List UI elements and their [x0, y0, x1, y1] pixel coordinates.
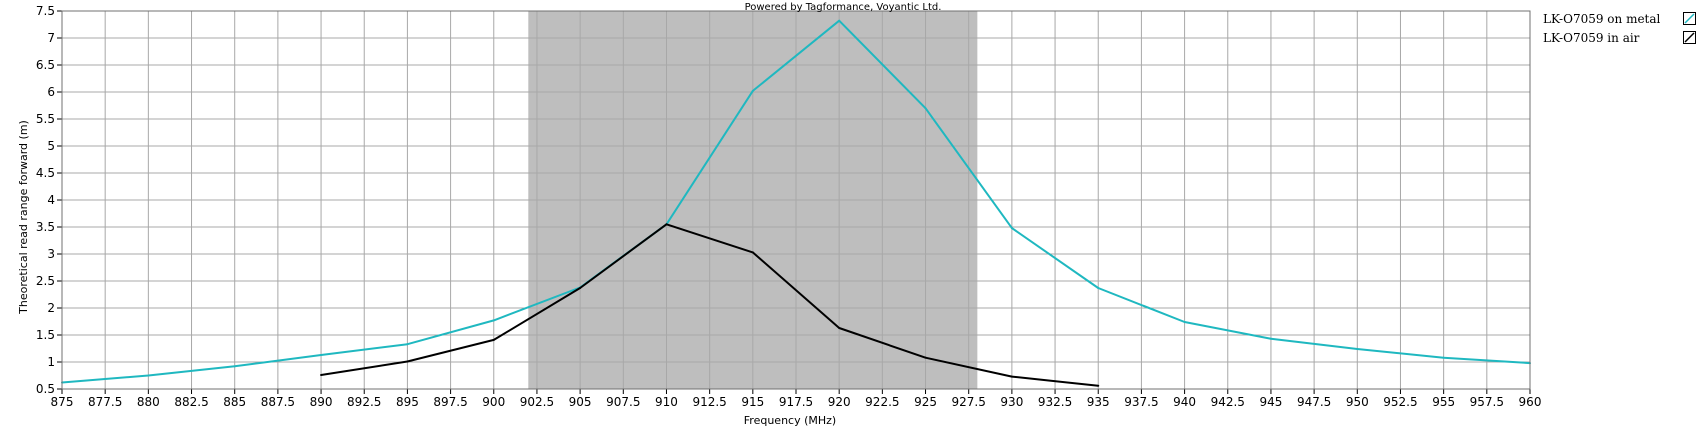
data-point [492, 338, 495, 341]
data-point [1356, 348, 1359, 351]
data-point [406, 343, 409, 346]
y-tick-label: 6 [47, 85, 55, 99]
y-tick-label: 6.5 [36, 58, 55, 72]
x-tick-label: 907.5 [606, 395, 640, 409]
data-point [924, 107, 927, 110]
x-tick-label: 892.5 [347, 395, 381, 409]
data-point [406, 360, 409, 363]
x-tick-label: 932.5 [1038, 395, 1072, 409]
y-tick-label: 1.5 [36, 328, 55, 342]
legend-label: LK-O7059 on metal [1543, 12, 1661, 26]
y-tick-label: 4.5 [36, 166, 55, 180]
data-point [1183, 321, 1186, 324]
plot-frame [61, 10, 1531, 390]
x-tick-label: 930 [1000, 395, 1023, 409]
data-point [924, 356, 927, 359]
x-tick-label: 955 [1432, 395, 1455, 409]
x-tick-label: 905 [569, 395, 592, 409]
x-tick-label: 957.5 [1470, 395, 1504, 409]
x-tick-label: 945 [1259, 395, 1282, 409]
y-tick-label: 4 [47, 193, 55, 207]
x-tick-label: 952.5 [1383, 395, 1417, 409]
chart-credit: Powered by Tagformance, Voyantic Ltd. [745, 2, 942, 13]
y-tick-label: 0.5 [36, 382, 55, 396]
x-tick-label: 910 [655, 395, 678, 409]
legend-item-in-air[interactable]: LK-O7059 in air [1543, 30, 1696, 49]
legend-item-on-metal[interactable]: LK-O7059 on metal [1543, 11, 1696, 30]
x-tick-label: 895 [396, 395, 419, 409]
y-tick-label: 1 [47, 355, 55, 369]
x-axis-label: Frequency (MHz) [744, 414, 836, 427]
data-point [1097, 287, 1100, 290]
x-tick-label: 925 [914, 395, 937, 409]
y-tick-label: 5.5 [36, 112, 55, 126]
legend-line-icon [1684, 13, 1695, 24]
x-tick-label: 950 [1346, 395, 1369, 409]
series-line-0 [61, 19, 1531, 384]
y-axis-label: Theoretical read range forward (m) [17, 120, 30, 315]
x-tick-label: 900 [482, 395, 505, 409]
x-tick-label: 890 [310, 395, 333, 409]
grid-layer [61, 10, 1531, 390]
data-point [751, 251, 754, 254]
x-tick-label: 887.5 [261, 395, 295, 409]
y-tick-label: 7 [47, 31, 55, 45]
x-tick-label: 902.5 [520, 395, 554, 409]
x-tick-label: 920 [828, 395, 851, 409]
y-tick-label: 2 [47, 301, 55, 315]
data-point [1010, 227, 1013, 230]
data-point [1097, 384, 1100, 387]
data-point [838, 326, 841, 329]
y-tick-label: 5 [47, 139, 55, 153]
data-point [751, 89, 754, 92]
x-tick-label: 947.5 [1297, 395, 1331, 409]
x-tick-label: 912.5 [692, 395, 726, 409]
legend-label: LK-O7059 in air [1543, 31, 1640, 45]
x-tick-label: 915 [741, 395, 764, 409]
x-tick-label: 937.5 [1124, 395, 1158, 409]
x-tick-label: 940 [1173, 395, 1196, 409]
legend-swatch-on-metal[interactable] [1683, 12, 1696, 25]
data-point [320, 373, 323, 376]
y-tick-label: 3 [47, 247, 55, 261]
x-tick-label: 882.5 [174, 395, 208, 409]
data-point [147, 374, 150, 377]
series-line-1 [320, 223, 1099, 387]
x-tick-label: 897.5 [433, 395, 467, 409]
data-point [492, 319, 495, 322]
y-tick-label: 3.5 [36, 220, 55, 234]
x-tick-label: 875 [51, 395, 74, 409]
data-point [1010, 375, 1013, 378]
x-tick-label: 885 [223, 395, 246, 409]
y-tick-label: 7.5 [36, 4, 55, 18]
legend: LK-O7059 on metal LK-O7059 in air [1543, 11, 1696, 49]
legend-line-icon [1684, 32, 1695, 43]
x-tick-label: 880 [137, 395, 160, 409]
data-point [233, 365, 236, 368]
x-tick-label: 927.5 [952, 395, 986, 409]
axis-layer: 875 877.5 880 882.5 885 887.5 890 892.5 895 897.5… [36, 4, 1542, 409]
data-point [665, 223, 668, 226]
x-tick-label: 942.5 [1211, 395, 1245, 409]
y-tick-label: 2.5 [36, 274, 55, 288]
x-tick-label: 960 [1519, 395, 1542, 409]
x-tick-label: 917.5 [779, 395, 813, 409]
data-point [1442, 356, 1445, 359]
x-tick-label: 877.5 [88, 395, 122, 409]
data-point [320, 353, 323, 356]
data-point [1269, 337, 1272, 340]
x-tick-label: 935 [1087, 395, 1110, 409]
data-point [579, 287, 582, 290]
x-tick-label: 922.5 [865, 395, 899, 409]
data-point [838, 19, 841, 22]
legend-swatch-in-air[interactable] [1683, 31, 1696, 44]
